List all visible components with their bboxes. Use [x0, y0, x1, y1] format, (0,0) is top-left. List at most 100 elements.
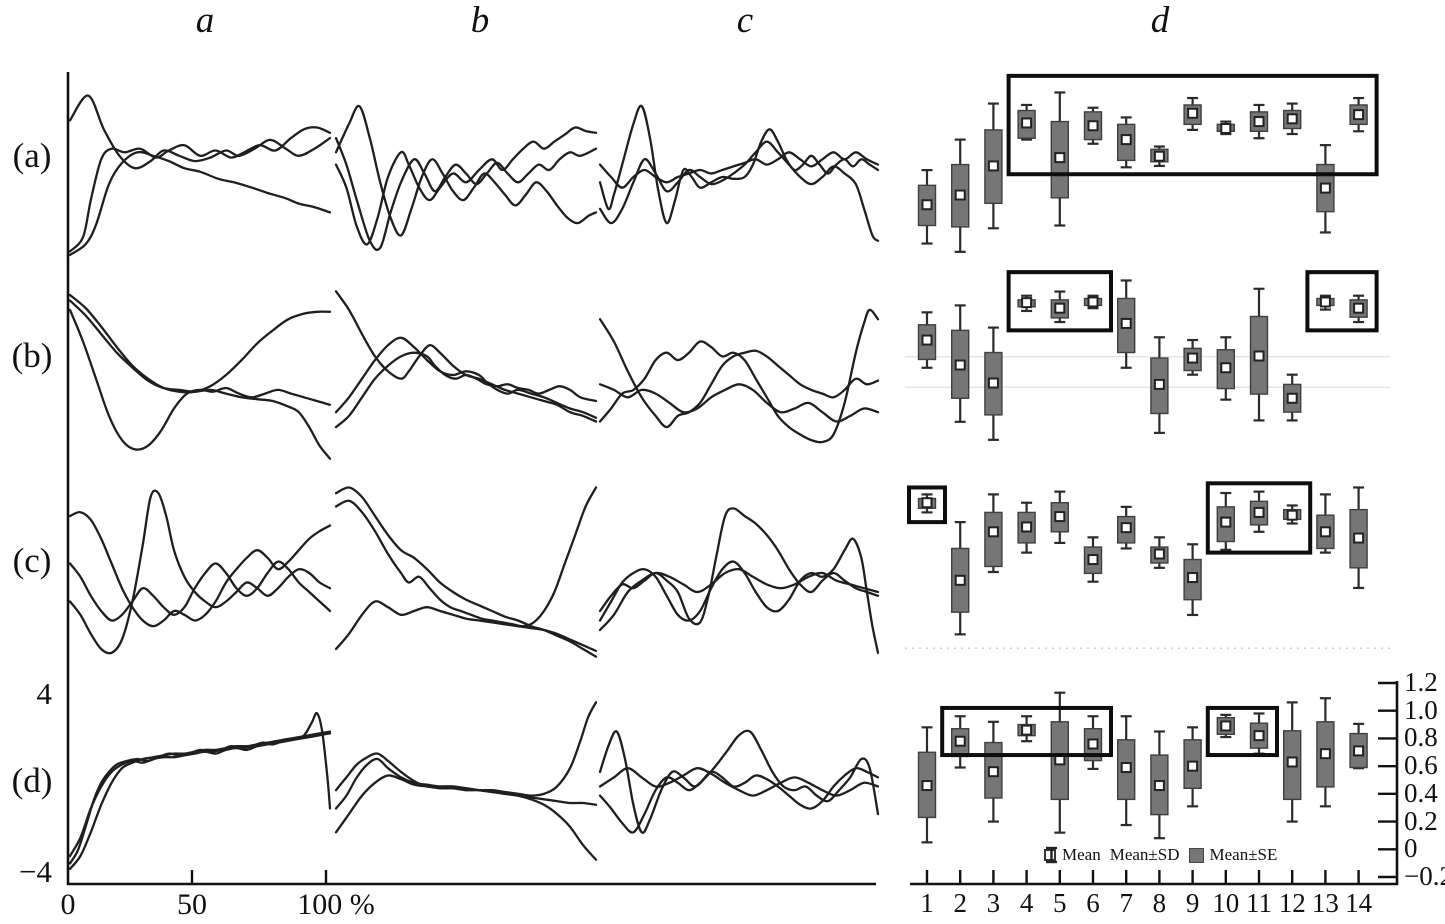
- mean-marker: [954, 735, 966, 747]
- category-label-4: 4: [1019, 888, 1034, 918]
- category-label-12: 12: [1278, 888, 1306, 918]
- i-beam-icon: [1046, 846, 1057, 864]
- column-title-b: b: [470, 0, 490, 41]
- line-curve-ca: [68, 560, 332, 622]
- category-label-1: 1: [920, 888, 934, 918]
- mean-marker: [987, 766, 999, 778]
- line-curve-bc: [598, 308, 880, 444]
- line-curve-bb: [334, 351, 598, 429]
- mean-marker: [1021, 724, 1033, 736]
- line-curve-db: [334, 752, 598, 861]
- line-curve-ac: [598, 151, 880, 189]
- mean-marker: [1087, 120, 1099, 132]
- xaxis-tick-0: 0: [60, 888, 76, 921]
- line-curve-db: [334, 701, 598, 810]
- se-box: [984, 511, 1003, 568]
- mean-marker: [1187, 352, 1199, 364]
- legend-label-mean-sd: Mean±SD: [1109, 845, 1180, 864]
- mean-marker: [954, 189, 966, 201]
- mean-marker: [1220, 516, 1232, 528]
- mean-marker: [1319, 296, 1331, 308]
- legend-label-mean-se: Mean±SE: [1209, 845, 1278, 864]
- column-title-c: c: [736, 0, 754, 41]
- mean-marker: [954, 359, 966, 371]
- mean-marker: [1353, 745, 1365, 757]
- highlight-rect: [940, 705, 1114, 758]
- mean-marker: [1353, 532, 1365, 544]
- mean-marker: [987, 526, 999, 538]
- line-curve-aa: [68, 94, 332, 170]
- mean-marker: [1153, 548, 1165, 560]
- mean-marker: [921, 199, 933, 211]
- line-curve-ab: [334, 136, 598, 251]
- legend-label-mean: Mean: [1062, 845, 1101, 864]
- line-curve-ba: [68, 308, 332, 451]
- mean-marker: [1187, 760, 1199, 772]
- mean-marker: [1120, 762, 1132, 774]
- right-axis-label-0.2: 0.2: [1404, 805, 1438, 836]
- mean-marker: [1054, 302, 1066, 314]
- line-curve-aa: [68, 126, 332, 253]
- line-curve-da: [68, 732, 332, 858]
- mean-marker: [1220, 362, 1232, 374]
- mean-marker: [921, 334, 933, 346]
- mean-marker: [1319, 748, 1331, 760]
- mean-marker: [1286, 509, 1298, 521]
- line-curve-dc: [598, 767, 880, 797]
- mean-marker: [954, 574, 966, 586]
- mean-marker: [1253, 506, 1265, 518]
- mean-marker: [1054, 152, 1066, 164]
- filled-square-icon: [1188, 847, 1204, 863]
- mean-marker: [1120, 522, 1132, 534]
- right-axis-label-−0.2: −0.2: [1404, 860, 1445, 891]
- mean-marker: [1319, 526, 1331, 538]
- mean-marker: [921, 780, 933, 792]
- row-label-c: (c): [12, 541, 52, 580]
- category-label-14: 14: [1345, 888, 1373, 918]
- category-label-9: 9: [1185, 888, 1200, 918]
- mean-marker: [1120, 134, 1132, 146]
- xaxis-tick-50: 50: [177, 888, 207, 921]
- legend-item-mean: Mean: [1044, 845, 1101, 865]
- mean-marker: [1286, 392, 1298, 404]
- mean-marker: [987, 377, 999, 389]
- column-title-d: d: [1150, 0, 1170, 41]
- column-title-a: a: [195, 0, 215, 41]
- category-label-13: 13: [1311, 888, 1339, 918]
- mean-marker: [1021, 521, 1033, 533]
- mean-marker: [1087, 738, 1099, 750]
- right-axis-label-0: 0: [1404, 833, 1418, 864]
- line-curve-dc: [598, 766, 880, 834]
- left-axis-tick-m4: −4: [19, 854, 52, 889]
- row-label-b: (b): [11, 336, 53, 375]
- open-square-icon: [1044, 849, 1056, 861]
- mean-marker: [1253, 350, 1265, 362]
- legend-item-mean-sd: Mean±SD: [1046, 845, 1180, 865]
- line-curve-bb: [334, 336, 598, 419]
- line-curve-cc: [598, 567, 880, 632]
- category-label-11: 11: [1246, 888, 1272, 918]
- line-curve-aa: [68, 150, 332, 257]
- mean-marker: [1286, 756, 1298, 768]
- row-label-d: (d): [11, 761, 53, 800]
- line-curve-cc: [598, 537, 880, 654]
- legend-item-mean-se: Mean±SE: [1188, 845, 1278, 865]
- highlight-rect: [1205, 481, 1313, 555]
- mean-marker: [1220, 720, 1232, 732]
- line-curve-ab: [334, 104, 598, 237]
- right-axis-label-0.8: 0.8: [1404, 722, 1438, 753]
- highlight-rect: [1006, 73, 1379, 177]
- xaxis-tick-100pct: 100 %: [297, 888, 375, 921]
- line-curve-ba: [68, 299, 332, 460]
- line-curve-da: [68, 730, 332, 871]
- line-curve-bc: [598, 318, 880, 429]
- right-axis-label-0.4: 0.4: [1404, 777, 1438, 808]
- line-curve-ca: [68, 511, 332, 628]
- mean-marker: [987, 160, 999, 172]
- line-curve-cb: [334, 486, 598, 628]
- mean-marker: [1054, 511, 1066, 523]
- mean-marker: [1319, 182, 1331, 194]
- left-axis-tick-4: 4: [36, 676, 53, 711]
